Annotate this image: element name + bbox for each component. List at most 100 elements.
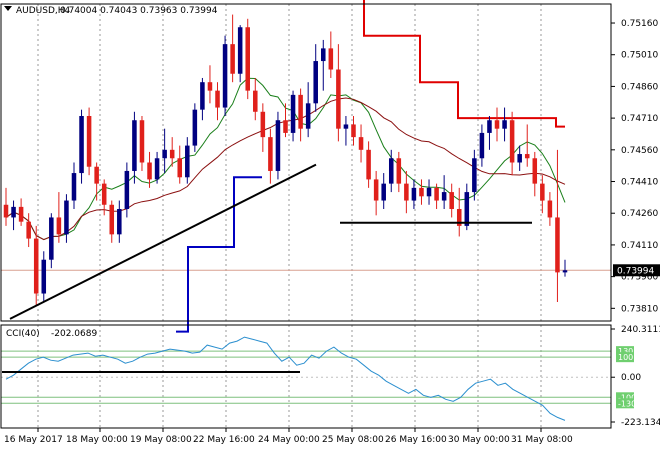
candle-body bbox=[502, 120, 507, 129]
candle-body bbox=[540, 183, 545, 201]
candle-body bbox=[139, 120, 145, 163]
grid-lines bbox=[1, 4, 611, 428]
cci-level-label: 130 bbox=[618, 347, 633, 356]
main-plot-frame bbox=[0, 3, 612, 322]
candle-series bbox=[3, 14, 568, 307]
candle-body bbox=[305, 103, 311, 129]
candle-body bbox=[396, 158, 402, 184]
candle-body bbox=[434, 187, 439, 201]
candle-body bbox=[517, 154, 522, 163]
cci-plot-frame bbox=[0, 324, 612, 429]
candle-body bbox=[79, 116, 84, 174]
candle-body bbox=[343, 124, 349, 129]
candle-body bbox=[26, 221, 31, 239]
chart-menu-triangle-icon[interactable] bbox=[4, 6, 12, 11]
cci-level-box bbox=[616, 352, 634, 363]
cci-y-tick-label: 0.00 bbox=[621, 373, 641, 383]
trend-lines bbox=[9, 163, 532, 320]
candle-body bbox=[124, 170, 130, 209]
candle-body bbox=[215, 90, 220, 108]
cci-level-label: 100 bbox=[618, 353, 633, 362]
candle-body bbox=[71, 173, 77, 201]
candle-body bbox=[509, 120, 515, 163]
candle-body bbox=[185, 145, 190, 178]
candle-body bbox=[494, 120, 500, 129]
candle-body bbox=[449, 192, 454, 209]
x-tick-label: 25 May 08:00 bbox=[322, 435, 384, 445]
candle-body bbox=[33, 238, 39, 294]
stop-line-red bbox=[363, 0, 565, 128]
y-tick-label: 0.75160 bbox=[621, 19, 658, 29]
cci-level-box bbox=[616, 346, 634, 357]
x-tick-label: 24 May 00:00 bbox=[258, 435, 320, 445]
cci-y-tick-label: -223.1346 bbox=[621, 418, 660, 428]
uptrend-line bbox=[9, 163, 317, 320]
x-tick-label: 26 May 16:00 bbox=[385, 435, 447, 445]
candle-body bbox=[177, 158, 183, 178]
cci-level-box bbox=[616, 398, 634, 409]
candle-body bbox=[132, 120, 137, 171]
current-price-box bbox=[613, 264, 660, 277]
x-tick-label: 19 May 08:00 bbox=[130, 435, 192, 445]
indicator-lines bbox=[5, 0, 566, 333]
candle-body bbox=[230, 44, 235, 74]
candle-body bbox=[56, 217, 62, 235]
cci-level-label: -100 bbox=[618, 393, 636, 402]
candle-body bbox=[245, 27, 250, 91]
candle-body bbox=[3, 204, 9, 218]
cci-level-label: -130 bbox=[618, 399, 636, 408]
candle-body bbox=[426, 187, 432, 197]
candle-body bbox=[532, 158, 538, 184]
candle-body bbox=[192, 109, 198, 146]
candle-body bbox=[11, 206, 16, 218]
candle-body bbox=[419, 187, 424, 197]
candle-body bbox=[562, 270, 568, 273]
candle-body bbox=[404, 183, 409, 201]
cci-y-tick-label: 240.3111 bbox=[621, 325, 660, 335]
candle-body bbox=[154, 158, 160, 180]
y-tick-label: 0.74560 bbox=[621, 146, 658, 156]
y-tick-label: 0.74860 bbox=[621, 82, 658, 92]
candle-body bbox=[472, 158, 477, 193]
ohlc-readout: 0.74004 0.74043 0.73963 0.73994 bbox=[60, 6, 218, 16]
candle-body bbox=[411, 187, 417, 201]
candle-body bbox=[358, 137, 364, 150]
y-tick-label: 0.74410 bbox=[621, 178, 658, 188]
candle-body bbox=[547, 200, 553, 218]
candle-body bbox=[49, 217, 54, 260]
candle-body bbox=[321, 48, 326, 62]
cci-subwindow bbox=[1, 336, 611, 421]
candle-body bbox=[373, 179, 379, 201]
candle-body bbox=[283, 120, 288, 133]
x-tick-label: 16 May 2017 bbox=[4, 435, 63, 445]
y-tick-label: 0.74710 bbox=[621, 114, 658, 124]
candle-body bbox=[260, 111, 266, 138]
x-tick-label: 31 May 08:00 bbox=[511, 435, 573, 445]
candle-body bbox=[268, 137, 273, 171]
candle-body bbox=[381, 183, 386, 201]
candle-body bbox=[18, 206, 24, 222]
candle-body bbox=[147, 162, 152, 180]
x-tick-label: 22 May 16:00 bbox=[193, 435, 255, 445]
candle-body bbox=[487, 120, 492, 133]
stop-line-blue bbox=[176, 176, 262, 333]
x-tick-label: 18 May 00:00 bbox=[66, 435, 128, 445]
candle-body bbox=[464, 192, 470, 226]
y-tick-label: 0.75010 bbox=[621, 51, 658, 61]
candle-body bbox=[524, 154, 530, 159]
candle-body bbox=[94, 166, 99, 184]
candle-body bbox=[200, 82, 205, 110]
candle-body bbox=[336, 69, 341, 129]
cci-label: CCI(40) bbox=[6, 329, 40, 339]
candle-body bbox=[298, 94, 303, 129]
candle-body bbox=[555, 217, 560, 273]
candle-body bbox=[313, 61, 318, 104]
candle-body bbox=[388, 158, 394, 184]
y-tick-label: 0.73810 bbox=[621, 304, 658, 314]
candle-body bbox=[101, 183, 107, 205]
candle-body bbox=[64, 200, 69, 235]
y-tick-label: 0.74260 bbox=[621, 209, 658, 219]
candle-body bbox=[275, 120, 281, 171]
candle-body bbox=[366, 149, 371, 180]
